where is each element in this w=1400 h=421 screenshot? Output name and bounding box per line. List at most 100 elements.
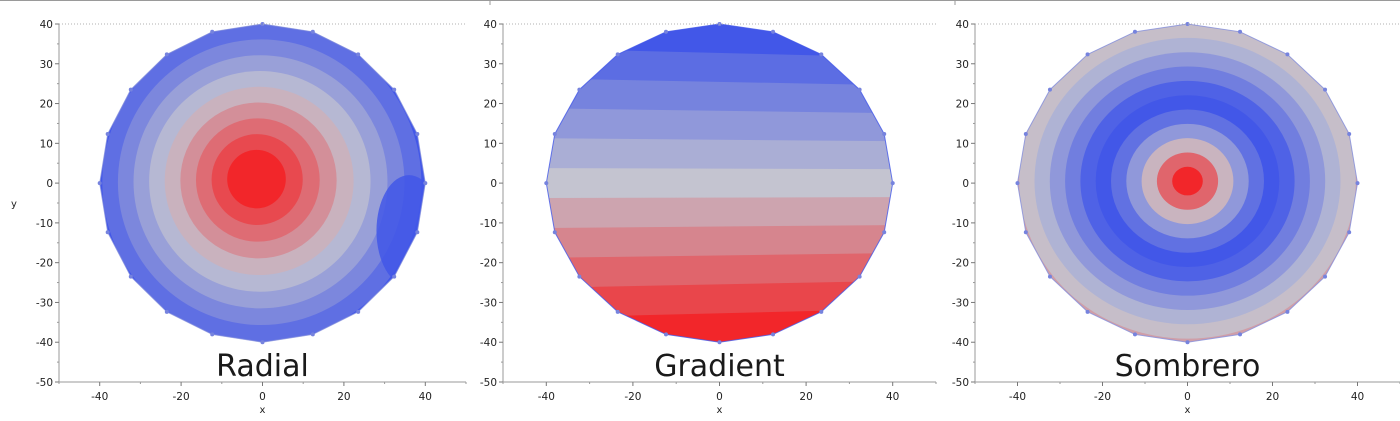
boundary-point: [1323, 274, 1328, 279]
boundary-point: [717, 340, 722, 345]
boundary-point: [423, 181, 428, 186]
boundary-point: [392, 274, 397, 279]
contour-band: [546, 168, 893, 201]
boundary-point: [552, 131, 557, 136]
y-tick-label: -10: [952, 218, 969, 230]
y-tick-label: -20: [952, 258, 969, 270]
x-tick-label: 40: [419, 391, 432, 403]
y-tick-label: 30: [484, 59, 497, 71]
y-tick-label: -30: [952, 297, 969, 309]
boundary-point: [857, 274, 862, 279]
boundary-point: [260, 340, 265, 345]
x-axis-label: x: [260, 405, 266, 416]
contour-fill-sombrero: [1017, 24, 1358, 343]
boundary-point: [310, 332, 315, 337]
y-tick-label: 20: [956, 99, 969, 111]
y-tick-label: 0: [46, 178, 53, 190]
x-tick-label: -40: [1009, 391, 1026, 403]
boundary-point: [105, 230, 110, 235]
y-tick-label: -20: [36, 258, 53, 270]
x-tick-label: -20: [624, 391, 641, 403]
boundary-point: [882, 230, 887, 235]
y-tick-label: 10: [40, 138, 53, 150]
boundary-point: [1015, 181, 1020, 186]
boundary-point: [1085, 52, 1090, 57]
boundary-point: [1238, 29, 1243, 34]
boundary-point: [128, 87, 133, 92]
y-tick-label: -10: [36, 218, 53, 230]
x-axis-label: x: [1185, 405, 1191, 416]
x-tick-label: 20: [799, 391, 812, 403]
y-tick-label: -30: [36, 297, 53, 309]
boundary-point: [1132, 29, 1137, 34]
boundary-point: [615, 52, 620, 57]
y-tick-label: 30: [40, 59, 53, 71]
boundary-point: [771, 332, 776, 337]
x-tick-label: 40: [886, 391, 899, 403]
x-tick-label: 20: [1266, 391, 1279, 403]
boundary-point: [97, 181, 102, 186]
boundary-point: [164, 52, 169, 57]
boundary-point: [105, 131, 110, 136]
boundary-point: [577, 87, 582, 92]
x-tick-label: 0: [716, 391, 723, 403]
contour-band: [546, 107, 893, 145]
boundary-point: [882, 131, 887, 136]
y-tick-label: -50: [36, 377, 53, 389]
boundary-point: [1185, 22, 1190, 26]
contour-band: [546, 252, 893, 290]
y-tick-label: -30: [480, 297, 497, 309]
x-axis-label: x: [717, 405, 723, 416]
x-tick-label: 40: [1351, 391, 1364, 403]
boundary-point: [164, 309, 169, 314]
y-tick-label: 40: [956, 19, 969, 31]
y-tick-label: -20: [480, 258, 497, 270]
boundary-point: [819, 309, 824, 314]
y-tick-label: -50: [952, 377, 969, 389]
x-tick-label: -20: [1094, 391, 1111, 403]
boundary-point: [1355, 181, 1360, 186]
contour-band: [546, 137, 893, 173]
y-tick-label: 0: [962, 178, 969, 190]
contour-band: [376, 175, 426, 287]
boundary-point: [577, 274, 582, 279]
panel-caption: Gradient: [654, 349, 785, 384]
chart-panel-sombrero: 40 30 20 10 0 -10 -20 -30 -40 -50 -40 -20 0 20 40 x Somb…: [952, 19, 1400, 416]
y-tick-label: -10: [480, 218, 497, 230]
boundary-point: [663, 332, 668, 337]
x-tick-label: 0: [1184, 391, 1191, 403]
boundary-point: [771, 29, 776, 34]
boundary-point: [1047, 274, 1052, 279]
boundary-point: [1285, 309, 1290, 314]
x-tick-label: 0: [259, 391, 266, 403]
contour-band: [546, 224, 893, 260]
boundary-point: [1047, 87, 1052, 92]
contour-band: [546, 77, 893, 117]
boundary-point: [1347, 230, 1352, 235]
boundary-point: [415, 131, 420, 136]
boundary-point: [857, 87, 862, 92]
y-tick-label: 10: [956, 138, 969, 150]
y-tick-label: -40: [952, 337, 969, 349]
y-tick-label: -40: [36, 337, 53, 349]
x-tick-label: -40: [538, 391, 555, 403]
contour-fill-radial: [99, 24, 426, 343]
contour-band: [1172, 166, 1203, 196]
boundary-point: [415, 230, 420, 235]
contour-band: [227, 149, 286, 209]
y-tick-label: -50: [480, 377, 497, 389]
y-tick-label: 20: [40, 99, 53, 111]
y-tick-label: -40: [480, 337, 497, 349]
boundary-point: [1185, 340, 1190, 345]
x-tick-label: -40: [91, 391, 108, 403]
chart-panel-radial: 40 30 20 10 0 -10 -20 -30 -40 -50 -40 -20 0 20 40 x y Rad…: [11, 19, 467, 416]
boundary-point: [210, 29, 215, 34]
panel-caption: Sombrero: [1115, 349, 1261, 384]
y-tick-label: 0: [490, 178, 497, 190]
boundary-point: [1085, 309, 1090, 314]
y-tick-label: 40: [40, 19, 53, 31]
boundary-point: [210, 332, 215, 337]
boundary-point: [1323, 87, 1328, 92]
